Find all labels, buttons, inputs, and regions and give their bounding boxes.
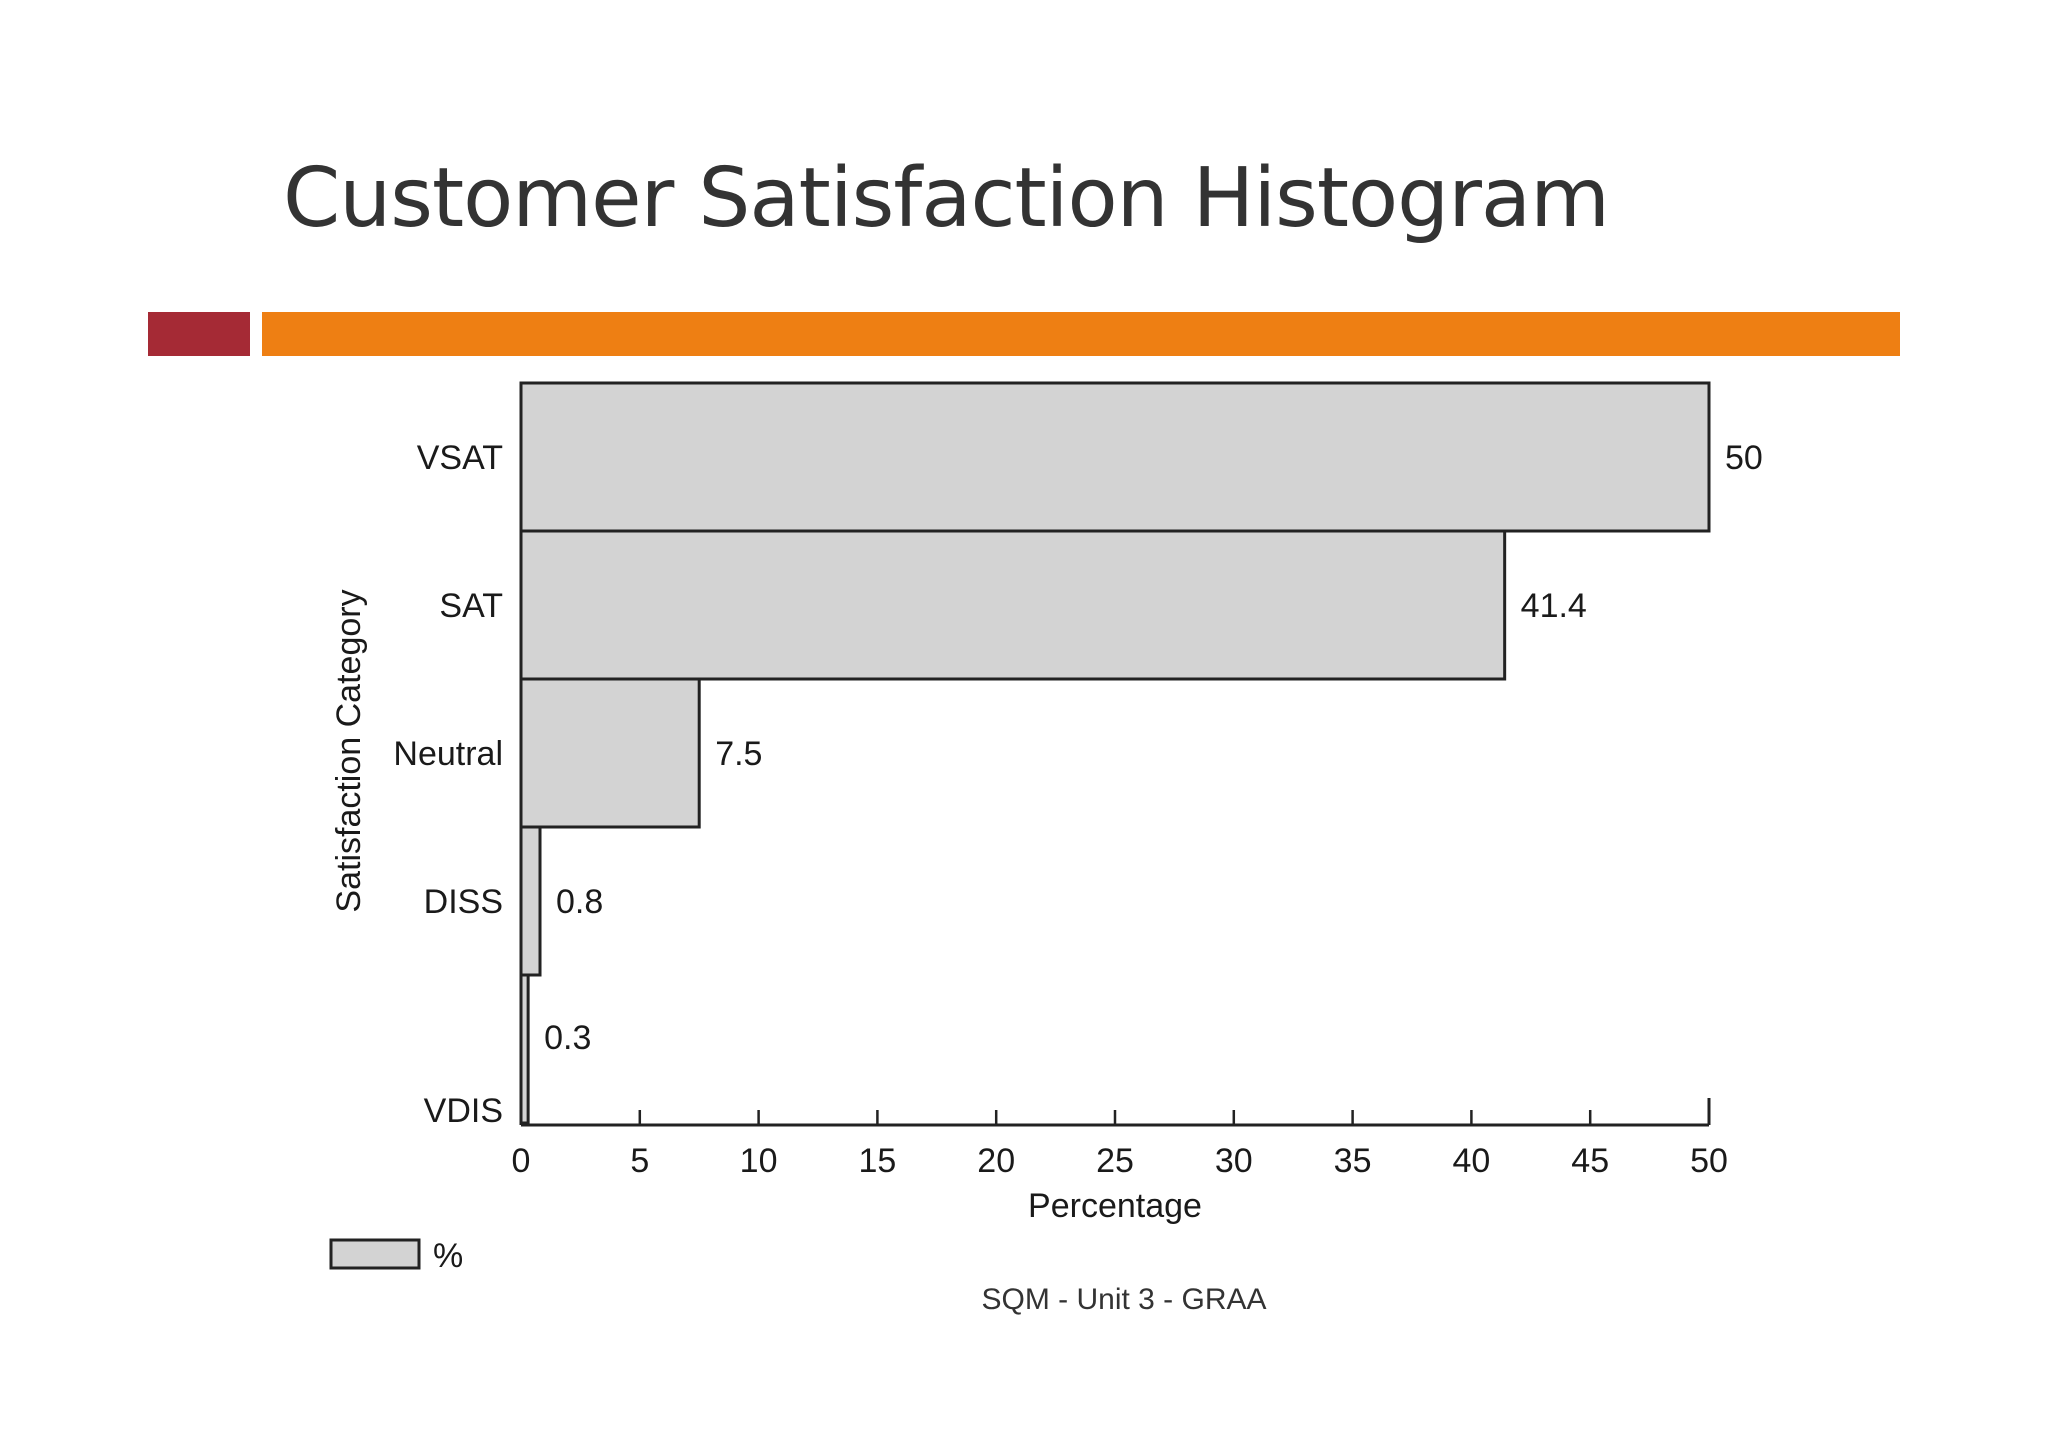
- x-tick-label-20: 20: [977, 1142, 1015, 1180]
- data-label-neutral: 7.5: [715, 735, 762, 773]
- x-tick-label-15: 15: [858, 1142, 896, 1180]
- legend-swatch: [329, 1238, 421, 1270]
- x-tick-label-10: 10: [740, 1142, 778, 1180]
- bar-neutral: [519, 677, 701, 829]
- x-tick-label-40: 40: [1452, 1142, 1490, 1180]
- bar-diss: [519, 825, 542, 977]
- slide-footer: SQM - Unit 3 - GRAA: [981, 1283, 1267, 1316]
- category-label-neutral: Neutral: [393, 735, 503, 773]
- x-tick-label-35: 35: [1334, 1142, 1372, 1180]
- x-tick-label-50: 50: [1690, 1142, 1728, 1180]
- x-tick-label-0: 0: [512, 1142, 531, 1180]
- x-tick-label-45: 45: [1571, 1142, 1609, 1180]
- legend-label: %: [433, 1237, 463, 1275]
- y-axis-title: Satisfaction Category: [330, 589, 368, 912]
- data-label-sat: 41.4: [1521, 587, 1587, 625]
- bar-sat: [519, 529, 1507, 681]
- x-tick-label-25: 25: [1096, 1142, 1134, 1180]
- accent-bar-orange: [262, 312, 1900, 356]
- slide-title: Customer Satisfaction Histogram: [283, 151, 1610, 246]
- x-axis-title: Percentage: [1028, 1187, 1202, 1225]
- data-label-diss: 0.8: [556, 883, 603, 921]
- x-tick-label-30: 30: [1215, 1142, 1253, 1180]
- category-label-sat: SAT: [439, 587, 503, 625]
- data-label-vsat: 50: [1725, 439, 1763, 477]
- category-label-diss: DISS: [424, 883, 503, 921]
- accent-bar-red: [148, 312, 250, 356]
- x-tick-label-5: 5: [630, 1142, 649, 1180]
- category-label-vsat: VSAT: [417, 439, 503, 477]
- bar-vsat: [519, 381, 1711, 533]
- data-label-vdis: 0.3: [544, 1019, 591, 1057]
- category-label-vdis: VDIS: [424, 1092, 503, 1130]
